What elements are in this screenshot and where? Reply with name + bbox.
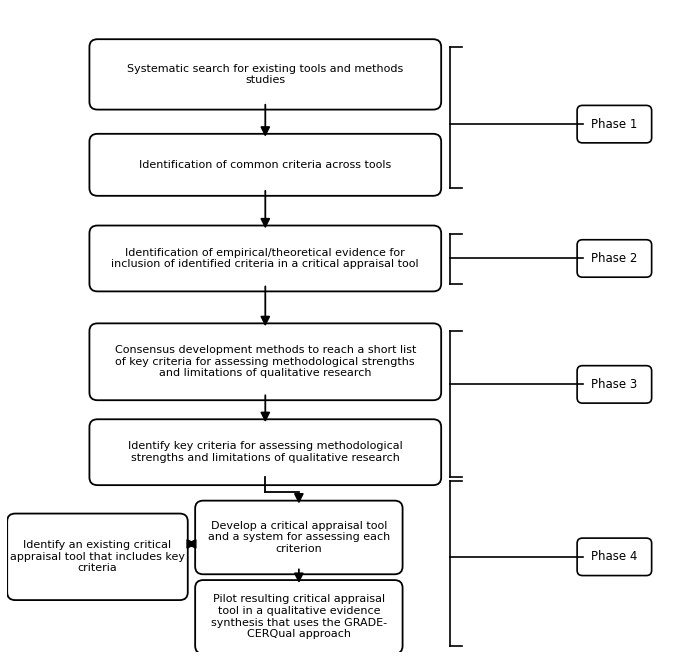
Text: Identification of empirical/theoretical evidence for
inclusion of identified cri: Identification of empirical/theoretical … [112,248,419,270]
Text: Consensus development methods to reach a short list
of key criteria for assessin: Consensus development methods to reach a… [114,345,416,378]
Text: Systematic search for existing tools and methods
studies: Systematic search for existing tools and… [127,64,403,85]
Text: Phase 3: Phase 3 [591,378,638,391]
FancyBboxPatch shape [90,225,441,291]
FancyBboxPatch shape [90,39,441,109]
Text: Develop a critical appraisal tool
and a system for assessing each
criterion: Develop a critical appraisal tool and a … [208,521,390,554]
FancyBboxPatch shape [90,134,441,196]
FancyBboxPatch shape [90,324,441,400]
Text: Identify key criteria for assessing methodological
strengths and limitations of : Identify key criteria for assessing meth… [128,442,403,463]
Text: Phase 2: Phase 2 [591,252,638,265]
Text: Pilot resulting critical appraisal
tool in a qualitative evidence
synthesis that: Pilot resulting critical appraisal tool … [211,594,387,639]
Text: Identification of common criteria across tools: Identification of common criteria across… [139,160,391,170]
FancyBboxPatch shape [577,105,651,143]
Text: Phase 4: Phase 4 [591,550,638,563]
FancyBboxPatch shape [7,513,188,600]
FancyBboxPatch shape [577,240,651,277]
FancyBboxPatch shape [90,419,441,485]
Text: Identify an existing critical
appraisal tool that includes key
criteria: Identify an existing critical appraisal … [10,540,185,573]
FancyBboxPatch shape [195,580,403,654]
FancyBboxPatch shape [577,538,651,575]
Text: Phase 1: Phase 1 [591,117,638,130]
FancyBboxPatch shape [195,501,403,574]
FancyBboxPatch shape [577,366,651,403]
